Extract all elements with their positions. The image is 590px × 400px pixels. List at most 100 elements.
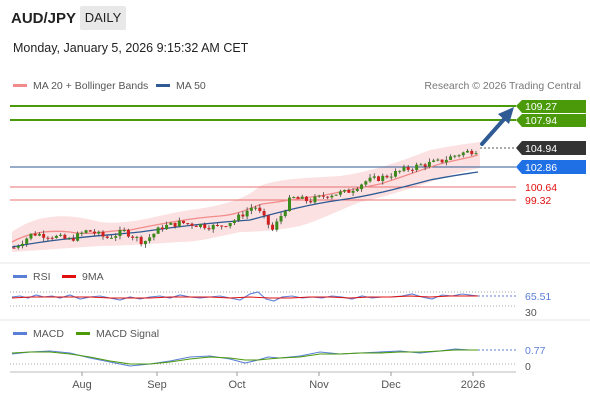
candle-body <box>258 207 262 212</box>
candle-body <box>139 236 143 245</box>
x-tick-label: 2026 <box>461 379 485 391</box>
candle-body <box>63 234 67 239</box>
macd-value-label: 0.77 <box>525 345 546 357</box>
candle-body <box>466 150 470 153</box>
bollinger-band-area <box>12 142 480 252</box>
candle-body <box>42 233 46 238</box>
candle-body <box>406 167 410 170</box>
candle-body <box>50 237 54 239</box>
candle-body <box>245 210 249 217</box>
level-box-pivot: 102.86 <box>516 160 586 174</box>
candle-body <box>76 233 80 241</box>
candle-body <box>97 231 101 234</box>
candle-body <box>377 176 381 181</box>
x-tick-label: Oct <box>228 379 245 391</box>
candle-body <box>309 201 313 203</box>
legend-ma50: MA 50 <box>156 80 206 92</box>
candle-body <box>300 196 304 199</box>
candle-body <box>118 230 122 237</box>
legend-ma20-label: MA 20 + Bollinger Bands <box>33 80 149 92</box>
candle-body <box>288 197 292 212</box>
candle-body <box>283 211 287 217</box>
candle-body <box>326 196 330 198</box>
candle-body <box>474 153 478 155</box>
timeframe-button[interactable]: DAILY <box>80 6 126 30</box>
candle-body <box>398 170 402 172</box>
candle-body <box>321 195 325 197</box>
candle-body <box>372 176 376 178</box>
candle-body <box>105 236 109 238</box>
candle-body <box>453 155 457 157</box>
x-tick-label: Nov <box>309 379 329 391</box>
candle-body <box>122 229 126 231</box>
candle-body <box>449 156 453 160</box>
candle-body <box>254 207 258 209</box>
candle-body <box>444 159 448 163</box>
candle-body <box>457 155 461 157</box>
candle-body <box>84 230 88 233</box>
level-label-109: 109.27 <box>525 101 557 113</box>
ma50-line <box>11 171 479 248</box>
candle-body <box>165 224 169 230</box>
legend-9ma-label: 9MA <box>82 271 104 283</box>
candle-body <box>148 237 152 241</box>
legend-ma20-swatch <box>13 83 27 87</box>
candle-body <box>152 233 156 238</box>
legend-ma50-swatch <box>156 83 170 87</box>
candle-body <box>275 221 279 230</box>
candle-body <box>215 224 219 226</box>
candle-body <box>279 216 283 222</box>
ma20-line <box>11 154 479 243</box>
candle-body <box>423 164 427 167</box>
candle-body <box>381 175 385 181</box>
candle-body <box>364 181 368 185</box>
level-label-current: 104.94 <box>525 143 557 155</box>
candle-body <box>470 150 474 155</box>
chart-header: AUD/JPY DAILY Monday, January 5, 2026 9:… <box>0 0 590 70</box>
candle-body <box>114 236 118 238</box>
level-label-support-1: 100.64 <box>525 182 557 194</box>
candle-body <box>186 223 190 225</box>
candle-body <box>37 233 41 236</box>
candle-body <box>232 220 236 224</box>
candle-body <box>46 237 50 239</box>
candle-body <box>317 195 321 197</box>
candle-body <box>203 224 207 229</box>
candle-body <box>135 236 139 238</box>
candle-body <box>347 189 351 193</box>
candle-body <box>224 226 228 228</box>
rsi-value-label: 65.51 <box>525 291 551 303</box>
credit-label: Research © 2026 Trading Central <box>424 80 581 92</box>
candle-body <box>194 225 198 227</box>
candle-body <box>101 231 105 237</box>
x-tick-label: Aug <box>72 379 92 391</box>
candle-body <box>389 176 393 178</box>
legend-ma20: MA 20 + Bollinger Bands <box>13 80 148 92</box>
candle-body <box>211 224 215 230</box>
candle-body <box>385 175 389 178</box>
candle-body <box>173 222 177 227</box>
candle-body <box>368 177 372 182</box>
candle-body <box>313 196 317 203</box>
candle-body <box>25 238 29 244</box>
legend-rsi-swatch <box>13 274 27 278</box>
candle-body <box>292 197 296 199</box>
candle-body <box>266 215 270 225</box>
forecast-arrow-shaft <box>480 115 508 146</box>
candle-body <box>109 237 113 239</box>
rsi-lower-label: 30 <box>525 307 537 319</box>
symbol-label: AUD/JPY <box>11 10 77 27</box>
candle-body <box>131 236 135 238</box>
level-label-support-2: 99.32 <box>525 195 551 207</box>
candle-body <box>402 167 406 171</box>
candle-body <box>237 214 241 221</box>
candle-body <box>156 227 160 234</box>
legend-macd-signal-label: MACD Signal <box>96 328 160 340</box>
candle-body <box>228 223 232 227</box>
candle-body <box>334 194 338 196</box>
candle-body <box>355 189 359 191</box>
legend-macd-swatch <box>13 331 27 335</box>
level-box-109: 109.27 <box>516 100 586 113</box>
candle-body <box>440 159 444 163</box>
candle-body <box>338 191 342 195</box>
